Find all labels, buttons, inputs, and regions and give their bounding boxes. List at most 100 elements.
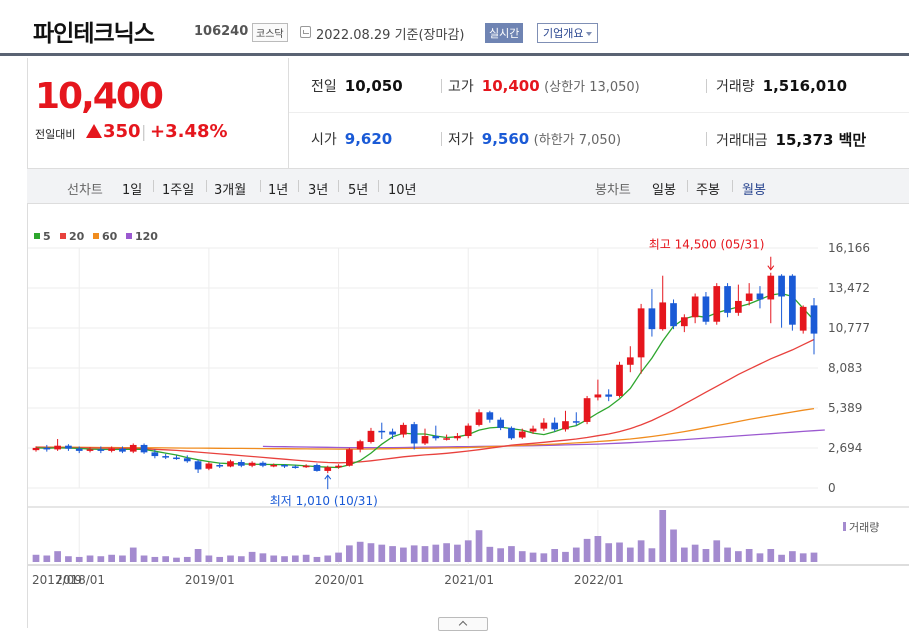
candle-weekly[interactable]: 주봉: [696, 183, 720, 198]
stock-header: 파인테크닉스 106240 코스닥 2022.08.29 기준(장마감) 실시간…: [0, 0, 909, 56]
period-10y[interactable]: 10년: [388, 183, 417, 198]
volume-bar: [767, 549, 775, 562]
caret-down-icon: [586, 32, 593, 36]
volume-bar: [735, 551, 742, 562]
diff-divider: |: [141, 122, 147, 141]
period-3y[interactable]: 3년: [308, 183, 329, 198]
high-arrow-head: [767, 265, 775, 271]
candle-body: [778, 275, 785, 297]
candle-body: [508, 427, 515, 439]
candle-body: [540, 422, 548, 429]
volume-bar: [248, 551, 256, 562]
collapse-chart-button[interactable]: [438, 617, 488, 631]
low-annotation: 최저 1,010 (10/31): [270, 494, 378, 508]
candle-body: [324, 467, 332, 471]
volume-bar: [400, 547, 407, 562]
candle-body: [767, 275, 775, 300]
company-info-button[interactable]: 기업개요: [537, 23, 599, 43]
candle-body: [335, 465, 342, 468]
candle-body: [129, 444, 137, 452]
x-tick-label: 2021/01: [444, 573, 494, 587]
candle-body: [119, 448, 126, 452]
candle-body: [65, 445, 72, 449]
candle-body: [454, 436, 461, 439]
candle-body: [486, 412, 494, 420]
candle-body: [389, 431, 396, 435]
x-tick-label: 2018/01: [55, 573, 105, 587]
volume-bar: [291, 555, 299, 562]
candle-body: [205, 463, 213, 469]
volume-bar: [551, 549, 559, 562]
volume-bar: [475, 530, 483, 562]
candle-body: [173, 457, 180, 460]
period-3m[interactable]: 3개월: [214, 183, 247, 198]
candle-body: [162, 456, 170, 458]
volume-bar: [129, 547, 137, 562]
volume-bar: [583, 538, 591, 562]
realtime-button[interactable]: 실시간: [485, 23, 524, 43]
volume-bar: [810, 552, 818, 562]
volume-label: 거래량: [849, 521, 879, 534]
period-1y[interactable]: 1년: [268, 183, 289, 198]
candle-body: [724, 286, 731, 313]
volume-bar: [54, 551, 61, 562]
volume-bar: [216, 556, 224, 562]
candle-body: [464, 425, 472, 437]
legend-swatch: [93, 233, 99, 239]
volume-bar: [140, 555, 148, 562]
candle-body: [378, 430, 386, 433]
ma120-line: [262, 429, 825, 449]
candle-body: [108, 448, 115, 451]
candle-body: [810, 305, 818, 334]
candle-body: [432, 436, 440, 439]
low-price: 저가 9,560 (하한가 7,050): [448, 130, 622, 148]
low-arrow-head: [324, 474, 332, 480]
high-annotation: 최고 14,500 (05/31): [649, 238, 765, 252]
candle-body: [356, 441, 364, 450]
volume-bar: [183, 556, 191, 562]
volume-bar: [497, 548, 504, 562]
volume-bar: [518, 551, 526, 562]
candle-daily[interactable]: 일봉: [652, 183, 676, 198]
volume-bar: [670, 529, 677, 562]
volume-bar: [259, 553, 267, 562]
candle-body: [237, 462, 245, 466]
volume-bar: [302, 554, 310, 562]
volume-bar: [65, 556, 72, 562]
volume-bar: [486, 546, 494, 562]
volume-bar: [97, 556, 105, 562]
candle-monthly[interactable]: 월봉: [742, 183, 766, 198]
y-tick-label: 5,389: [828, 401, 862, 415]
y-tick-label: 16,166: [828, 241, 870, 255]
volume-bar: [281, 556, 288, 562]
high-price: 고가 10,400 (상한가 13,050): [448, 77, 640, 95]
volume-bar: [594, 536, 602, 562]
candle-body: [616, 364, 623, 396]
volume-bar: [605, 543, 613, 562]
candle-body: [216, 464, 224, 467]
legend-label: 5: [43, 230, 51, 243]
period-1d[interactable]: 1일: [122, 183, 143, 198]
period-5y[interactable]: 5년: [348, 183, 369, 198]
base-date: 2022.08.29 기준(장마감): [316, 28, 465, 43]
candle-body: [248, 462, 256, 466]
volume-bar: [756, 553, 764, 562]
ma20-line: [35, 338, 815, 464]
period-1w[interactable]: 1주일: [162, 183, 195, 198]
candle-body: [97, 449, 105, 451]
candle-body: [270, 464, 278, 467]
volume-bar: [335, 552, 342, 562]
y-tick-label: 2,694: [828, 441, 862, 455]
legend-swatch: [60, 233, 66, 239]
price-chart-panel: 16,166 13,472 10,777 8,083 5,389 2,694 0 2017/0…: [27, 204, 909, 628]
volume-bar: [562, 551, 569, 562]
candle-body: [702, 296, 710, 322]
candle-body: [659, 302, 667, 330]
volume-bar: [529, 552, 537, 562]
volume-bar: [86, 555, 94, 562]
volume-bar: [572, 547, 580, 562]
ma60-line: [35, 407, 815, 450]
volume-legend-swatch: [843, 522, 846, 531]
volume-bar: [540, 553, 548, 562]
volume-bar: [346, 545, 353, 562]
